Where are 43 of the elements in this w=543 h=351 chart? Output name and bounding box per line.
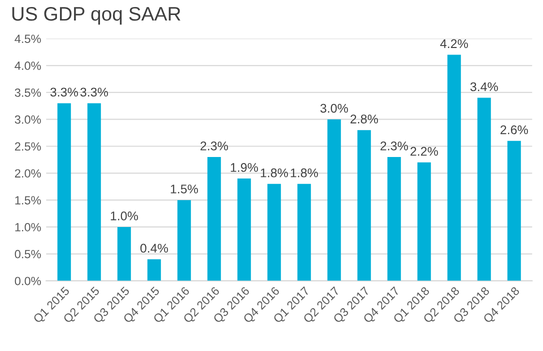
data-label: 3.3%: [80, 88, 108, 97]
bar: [477, 98, 491, 281]
data-label: 0.4%: [140, 244, 168, 253]
data-label: 2.3%: [200, 142, 228, 150]
bar: [117, 226, 131, 281]
y-tick-label: 3.5%: [14, 88, 41, 97]
y-tick-label: 0.0%: [14, 276, 41, 286]
data-label: 1.0%: [110, 211, 138, 220]
y-tick-label: 1.0%: [15, 223, 41, 232]
data-label: 1.8%: [290, 168, 318, 178]
data-label: 2.8%: [350, 114, 378, 124]
chart-title: US GDP qoq SAAR: [12, 6, 180, 25]
bar: [357, 130, 371, 281]
bar: [507, 140, 521, 281]
y-tick-label: 3.0%: [14, 115, 41, 124]
bar: [177, 200, 191, 281]
data-label: 3.4%: [470, 82, 498, 92]
y-tick-label: 4.0%: [14, 62, 41, 70]
data-label: 1.9%: [230, 163, 258, 172]
bar: [387, 157, 401, 281]
data-label: 2.6%: [500, 125, 528, 134]
y-tick-label: 4.5%: [14, 34, 41, 44]
bar: [237, 178, 251, 281]
bar: [327, 119, 341, 281]
bar: [267, 184, 281, 281]
bar: [447, 54, 461, 281]
y-tick-label: 1.5%: [15, 196, 41, 204]
bar: [297, 184, 311, 281]
data-label: 1.8%: [260, 168, 288, 178]
data-label: 3.3%: [50, 88, 78, 97]
data-label: 2.2%: [410, 146, 438, 156]
bar: [207, 157, 221, 281]
data-label: 2.3%: [380, 142, 408, 150]
data-label: 3.0%: [320, 104, 348, 113]
y-tick-label: 2.5%: [14, 142, 41, 151]
bar: [57, 103, 71, 281]
y-tick-label: 0.5%: [14, 250, 41, 258]
y-tick-label: 2.0%: [14, 169, 41, 178]
data-label: 4.2%: [440, 39, 468, 48]
data-label: 1.5%: [170, 184, 198, 194]
bar: [87, 103, 101, 281]
bar: [147, 259, 161, 281]
bar: [417, 162, 431, 281]
